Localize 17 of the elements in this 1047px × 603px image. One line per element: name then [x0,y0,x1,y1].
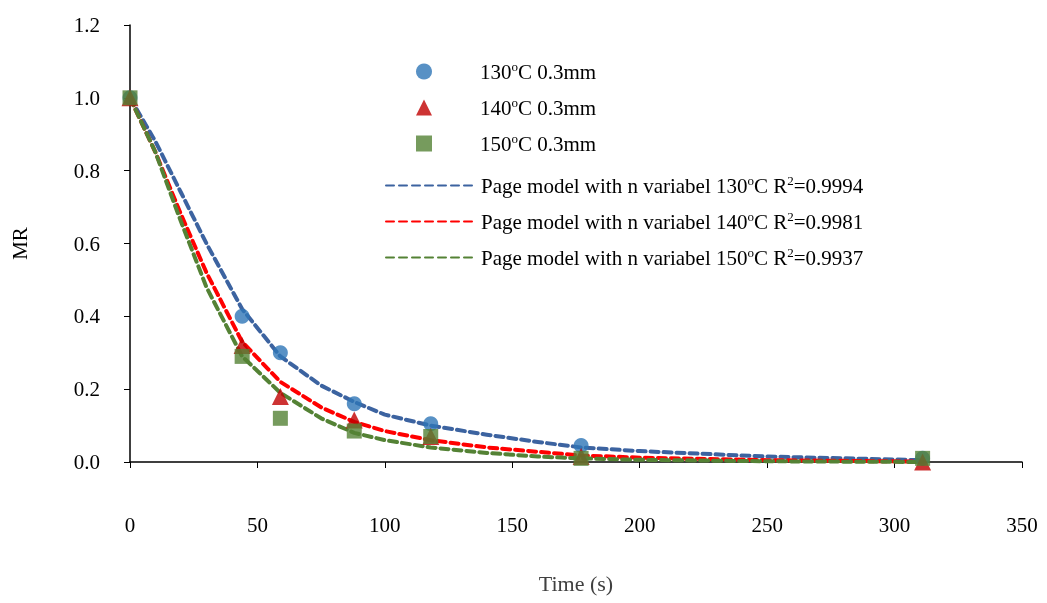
y-axis-title: MR [7,227,32,260]
x-tick-label: 0 [124,512,136,537]
x-tick-label: 150 [496,512,529,537]
x-tick-label: 100 [369,512,401,537]
y-tick-label: 0.6 [73,231,100,256]
y-tick-label: 0.4 [73,304,101,329]
x-tick-label: 50 [246,512,268,537]
x-tick-label: 350 [1006,512,1038,537]
y-tick-label: 0.8 [73,158,100,183]
x-tick-label: 200 [623,512,656,537]
y-tick-label: 0.2 [73,377,100,402]
x-axis-title: Time (s) [538,570,614,596]
x-tick-label: 250 [751,512,783,537]
y-tick-label: 1.0 [73,85,100,110]
x-tick-label: 300 [878,512,911,537]
y-tick-label: 0.0 [73,450,100,474]
y-tick-label: 1.2 [73,13,100,37]
